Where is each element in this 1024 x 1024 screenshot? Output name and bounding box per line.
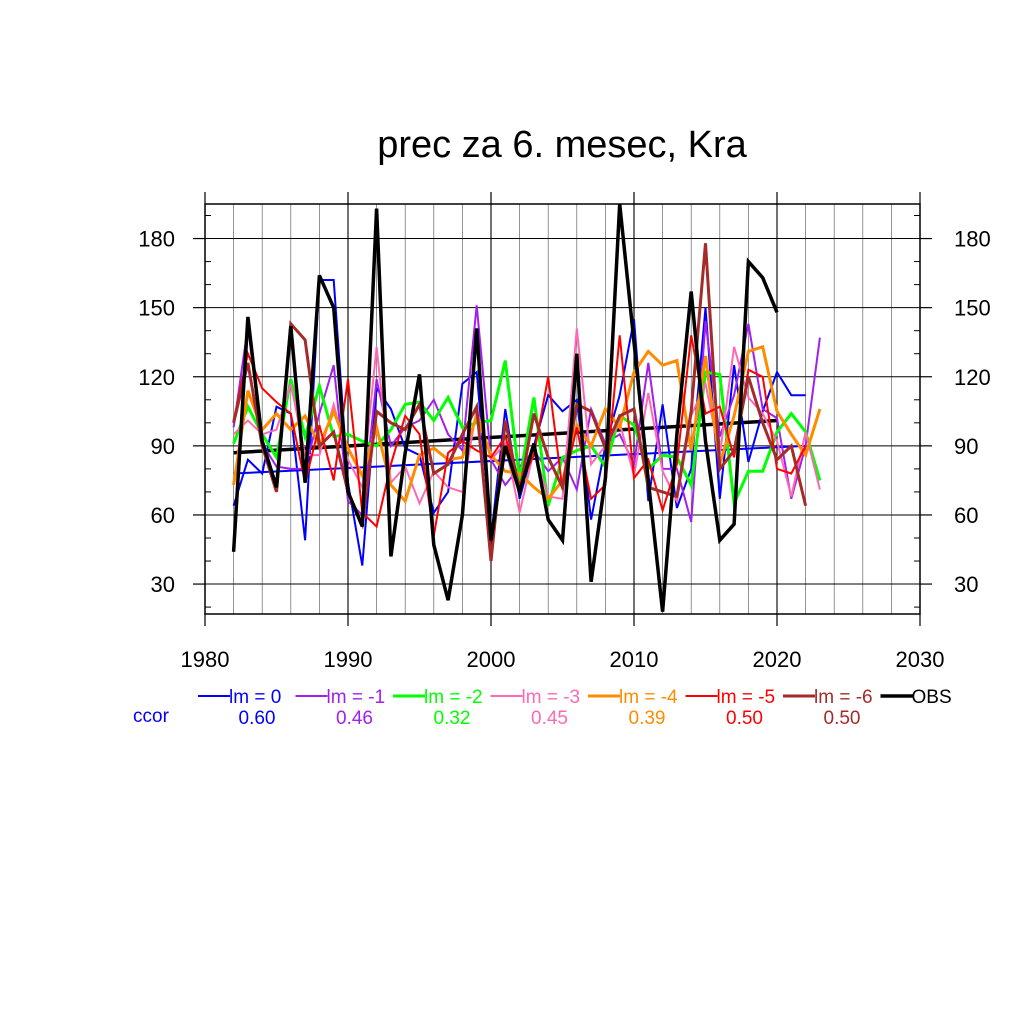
legend-label: lm = -5	[717, 687, 776, 708]
y-tick-label-left: 60	[151, 503, 175, 528]
y-tick-label-left: 150	[138, 296, 175, 321]
y-tick-label-left: 180	[138, 227, 175, 252]
x-tick-label: 2010	[610, 647, 659, 672]
ccor-value: 0.46	[336, 708, 373, 729]
ccor-value: 0.50	[726, 708, 763, 729]
series-lines	[231, 203, 822, 612]
legend-label: lm = -3	[522, 687, 581, 708]
y-tick-label-right: 120	[954, 365, 991, 390]
trend-line	[233, 444, 806, 475]
ccor-value: 0.50	[824, 708, 861, 729]
x-tick-label: 2020	[753, 647, 802, 672]
ccor-value: 0.60	[239, 708, 276, 729]
y-tick-label-left: 90	[151, 434, 175, 459]
ccor-value: 0.32	[434, 708, 471, 729]
x-tick-label: 1990	[324, 647, 373, 672]
legend-label: lm = -1	[327, 687, 386, 708]
ccor-label: ccor	[133, 706, 170, 727]
x-tick-label: 1980	[181, 647, 230, 672]
ccor-value: 0.39	[629, 708, 666, 729]
plot-frame	[204, 203, 921, 615]
legend-label: lm = -2	[424, 687, 483, 708]
legend-label: lm = -6	[814, 687, 873, 708]
legend-label: lm = 0	[229, 687, 281, 708]
ccor-value: 0.45	[531, 708, 568, 729]
chart-title: prec za 6. mesec, Kra	[377, 124, 747, 166]
axes: 30 30 60 60 90 90 120 120 150 150 180 180 1980 1990 20…	[138, 192, 991, 672]
series-line	[231, 203, 779, 612]
series-line	[232, 344, 822, 505]
x-tick-label: 2000	[467, 647, 516, 672]
y-tick-label-right: 90	[954, 434, 978, 459]
x-tick-label: 2030	[896, 647, 945, 672]
y-tick-label-left: 30	[151, 572, 175, 597]
series-line	[232, 360, 822, 510]
legend-label: lm = -4	[619, 687, 678, 708]
y-tick-label-right: 150	[954, 296, 991, 321]
y-tick-label-right: 60	[954, 503, 978, 528]
y-tick-label-right: 30	[954, 572, 978, 597]
legend: ccor lm = 00.60 lm = -10.46 lm = -20.32 lm …	[133, 687, 952, 729]
y-tick-label-right: 180	[954, 227, 991, 252]
y-tick-label-left: 120	[138, 365, 175, 390]
legend-label: OBS	[912, 687, 952, 708]
